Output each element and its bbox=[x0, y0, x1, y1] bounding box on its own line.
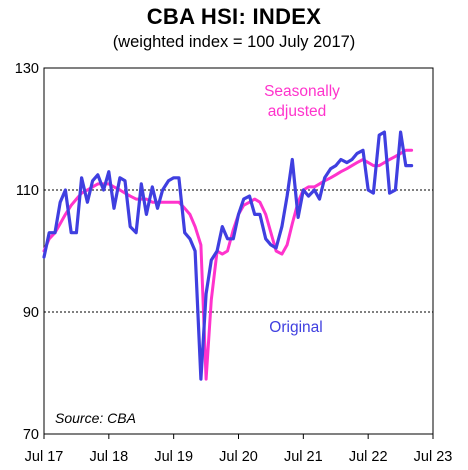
annotation-seasonally-adjusted-line1: Seasonally bbox=[264, 83, 340, 100]
series-group bbox=[42, 130, 414, 381]
x-axis: Jul 17 Jul 18 Jul 19 Jul 20 Jul 21 Jul 22 Jul … bbox=[25, 434, 453, 465]
series-annotations: Seasonally adjusted Original bbox=[264, 83, 340, 336]
x-tick-label-5: Jul 22 bbox=[349, 449, 388, 465]
annotation-seasonally-adjusted-line2: adjusted bbox=[268, 103, 327, 120]
series-line-original bbox=[42, 130, 414, 381]
y-tick-label-130: 130 bbox=[15, 61, 39, 77]
y-tick-label-70: 70 bbox=[23, 427, 39, 443]
series-line-seasonally-adjusted bbox=[42, 148, 414, 381]
y-axis: 70 90 110 130 bbox=[15, 61, 39, 443]
plot-frame bbox=[43, 67, 434, 435]
x-tick-label-0: Jul 17 bbox=[25, 449, 64, 465]
y-tick-label-110: 110 bbox=[16, 183, 39, 199]
chart-title: CBA HSI: INDEX bbox=[146, 4, 322, 29]
chart-subtitle: (weighted index = 100 July 2017) bbox=[112, 33, 356, 51]
gridlines bbox=[44, 189, 433, 313]
x-tick-label-1: Jul 18 bbox=[89, 449, 128, 465]
x-tick-label-3: Jul 20 bbox=[219, 449, 258, 465]
source-note: Source: CBA bbox=[55, 410, 136, 426]
x-tick-label-4: Jul 21 bbox=[284, 449, 323, 465]
y-tick-label-90: 90 bbox=[23, 305, 39, 321]
x-tick-label-6: Jul 23 bbox=[414, 449, 453, 465]
annotation-original: Original bbox=[269, 319, 322, 336]
x-tick-label-2: Jul 19 bbox=[154, 449, 193, 465]
